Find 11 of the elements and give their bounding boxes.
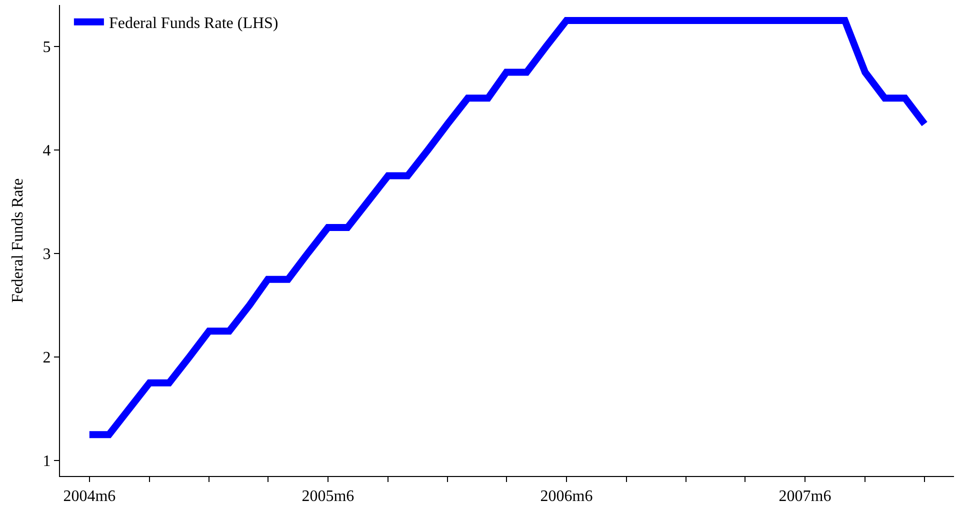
y-tick-label: 5 [42,39,51,56]
x-tick-label: 2005m6 [302,488,354,506]
y-axis-title: Federal Funds Rate [10,178,27,303]
x-tick-label: 2007m6 [778,488,832,506]
x-tick-label: 2004m6 [63,488,116,506]
y-tick-label: 1 [42,453,51,470]
y-tick-label: 2 [42,350,51,367]
legend-label: Federal Funds Rate (LHS) [108,15,278,32]
x-tick-label: 2006m6 [540,488,593,506]
y-tick-label: 4 [42,142,51,160]
y-tick-label: 3 [42,246,51,264]
